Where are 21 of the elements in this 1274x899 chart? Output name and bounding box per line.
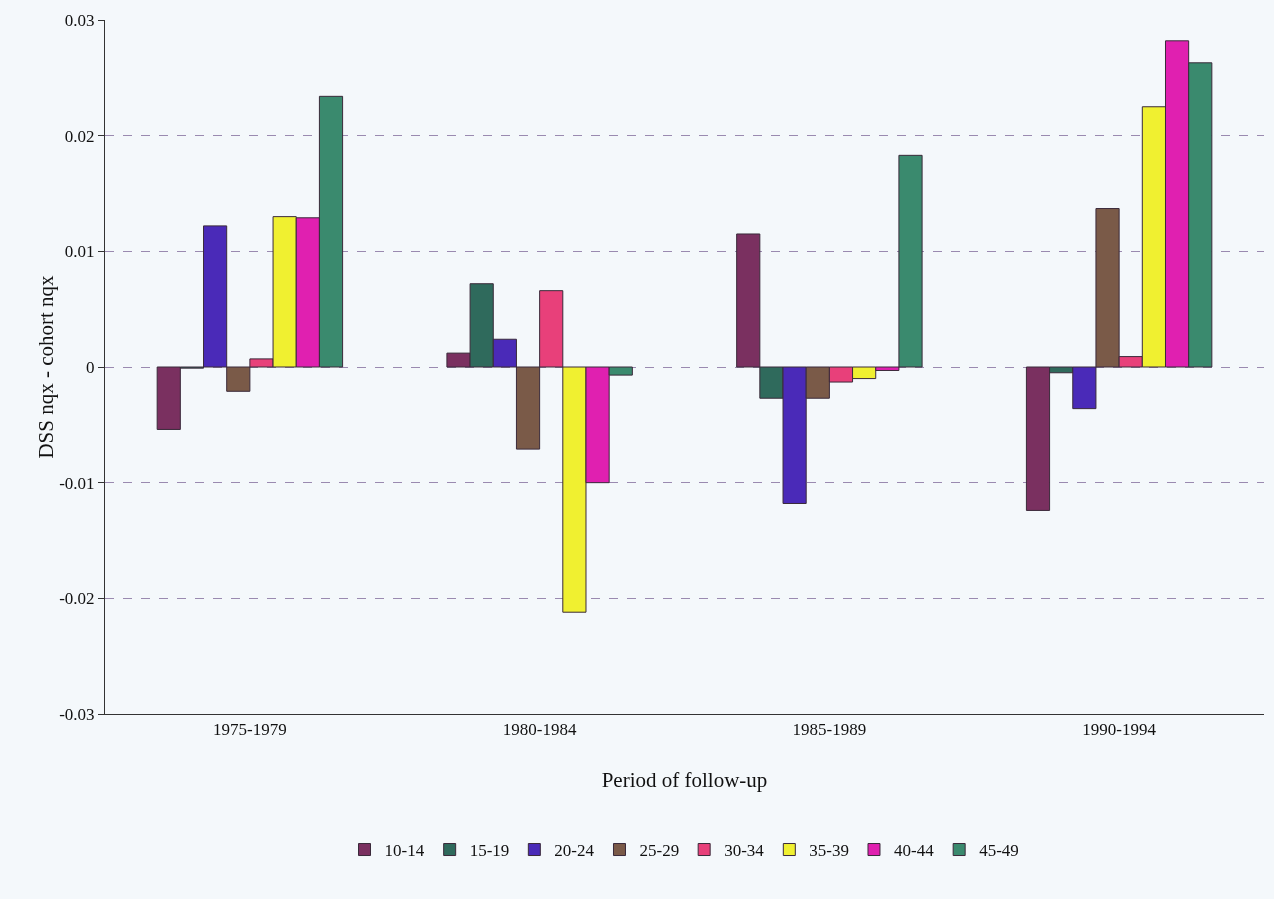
y-tick-label: 0.02 (64, 126, 95, 146)
legend-label: 20-24 (554, 841, 595, 861)
y-axis-title: DSS nqx - cohort nqx (34, 274, 58, 459)
legend-label: 35-39 (809, 841, 849, 861)
legend-label: 45-49 (979, 841, 1019, 861)
y-tick-label: -0.01 (59, 473, 95, 493)
y-tick-label: 0 (86, 357, 95, 377)
x-tick-label: 1985-1989 (792, 720, 867, 740)
y-tick-label: 0.01 (64, 242, 95, 262)
x-tick-label: 1980-1984 (502, 720, 577, 740)
legend-label: 30-34 (724, 841, 765, 861)
y-tick-label: -0.02 (59, 589, 95, 609)
y-tick-label: -0.03 (59, 704, 95, 724)
legend-label: 25-29 (639, 841, 680, 861)
legend-label: 40-44 (894, 841, 935, 861)
legend-label: 15-19 (469, 841, 510, 861)
y-tick-label: 0.03 (64, 10, 95, 30)
x-tick-label: 1975-1979 (213, 720, 287, 740)
x-axis-title: Period of follow-up (601, 768, 768, 792)
x-tick-label: 1990-1994 (1082, 720, 1157, 740)
legend-label: 10-14 (384, 841, 425, 861)
